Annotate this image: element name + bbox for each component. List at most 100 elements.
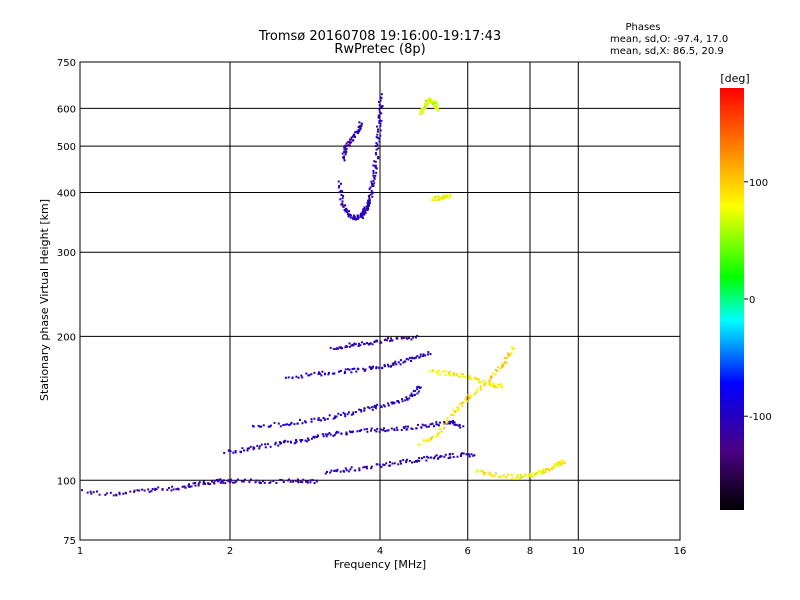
data-point [441,198,444,201]
data-point [278,441,281,444]
data-point [562,459,565,462]
data-point [490,474,493,477]
data-point [363,208,366,211]
data-point [344,371,346,373]
data-point [405,357,408,360]
data-point [313,482,316,485]
data-point [262,424,265,427]
data-point [329,433,332,436]
data-point [343,413,346,416]
data-point [282,481,285,483]
data-point [188,486,191,488]
data-point [455,423,458,426]
data-point [376,133,379,136]
data-point [381,105,384,107]
data-point [383,405,386,408]
data-point [527,475,530,478]
data-point [483,379,486,382]
data-point [341,347,344,350]
data-point [316,434,319,437]
data-point [266,443,269,446]
data-point [307,439,310,442]
data-point [419,355,422,358]
data-point [402,426,405,429]
data-point [517,474,520,477]
data-point [129,490,132,493]
data-point [360,212,362,215]
data-point [456,455,459,458]
data-point [512,476,515,479]
data-point [255,479,258,482]
data-point [433,425,435,428]
data-point [518,477,521,480]
data-point [390,364,393,367]
data-point [522,475,525,478]
data-point [458,403,461,406]
data-point [449,194,452,197]
data-point [435,100,438,103]
data-point [192,482,195,485]
data-point [468,376,471,379]
data-point [241,447,244,450]
data-point [385,462,388,465]
data-point [410,338,413,341]
data-point [229,480,232,483]
data-point [344,204,347,207]
data-point [367,202,370,205]
data-point [449,456,452,459]
data-point [465,398,468,401]
data-point [473,393,476,396]
data-point [289,423,292,426]
data-point [344,368,347,371]
data-point [457,407,460,409]
data-point [216,479,218,481]
data-point [488,382,491,385]
data-point [310,373,313,376]
data-point [133,490,136,493]
data-point [357,368,360,371]
data-point [411,461,413,464]
data-point [520,474,523,476]
data-point [413,461,416,463]
data-point [430,437,433,440]
data-point [446,419,449,422]
data-point [461,452,463,455]
data-point [258,447,261,450]
data-point [490,376,492,379]
data-point [324,372,326,375]
data-point [406,337,409,340]
data-point [554,466,557,469]
data-point [296,478,299,481]
data-point [377,147,380,150]
data-point [227,449,230,452]
data-point [188,483,190,486]
data-point [138,489,141,492]
data-point [422,355,424,357]
data-point [372,170,375,172]
data-point [432,100,435,103]
data-point [399,460,402,462]
data-point [226,479,229,482]
y-tick-label: 200 [57,332,76,343]
data-points [80,93,566,497]
data-point [81,489,83,492]
data-point [333,415,336,418]
data-point [466,400,468,403]
data-point [342,205,345,208]
data-point [498,384,501,387]
data-point [356,214,359,217]
data-point [279,425,282,428]
data-point [352,413,355,416]
data-point [392,401,395,404]
data-point [505,357,508,359]
data-point [183,485,186,488]
data-point [352,214,355,217]
data-point [309,479,312,482]
data-point [125,492,128,495]
data-point [373,182,376,185]
data-point [542,470,545,473]
data-point [484,382,487,385]
data-point [552,465,555,468]
data-point [181,485,184,488]
data-point [358,342,360,345]
